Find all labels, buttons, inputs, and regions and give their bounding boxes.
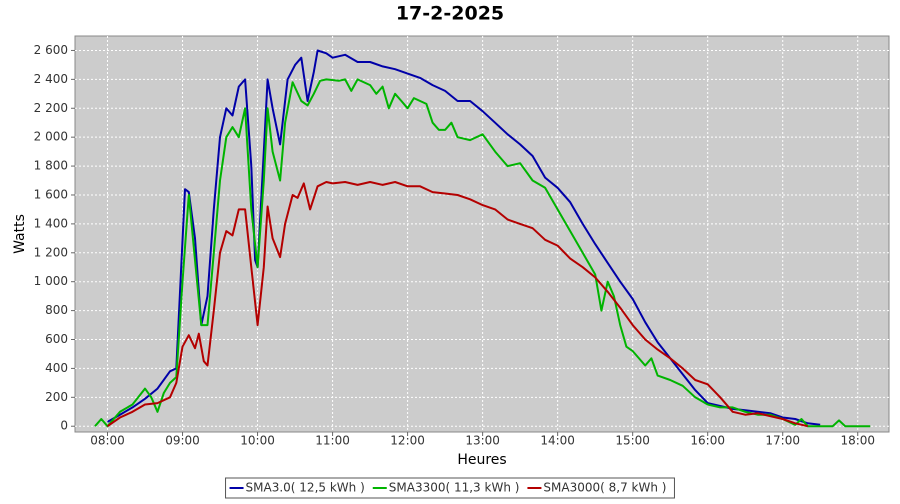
y-tick-label: 400 (45, 361, 68, 375)
legend-label: SMA3000( 8,7 kWh ) (543, 481, 666, 495)
series-line (106, 181, 808, 428)
y-tick-label: 2 000 (34, 130, 68, 144)
y-tick-label: 2 200 (34, 101, 68, 115)
y-tick-label: 200 (45, 390, 68, 404)
y-tick-label: 2 400 (34, 72, 68, 86)
x-tick-label: 13:00 (465, 434, 500, 448)
x-tick-label: 16:00 (690, 434, 725, 448)
x-tick-label: 17:00 (765, 434, 800, 448)
y-tick-label: 0 (60, 419, 68, 433)
x-tick-label: 10:00 (240, 434, 275, 448)
y-axis-label: Watts (12, 214, 28, 254)
x-tick-label: 15:00 (615, 434, 650, 448)
series-line (94, 78, 871, 428)
x-tick-label: 11:00 (315, 434, 350, 448)
x-axis-label: Heures (457, 452, 506, 468)
y-tick-label: 600 (45, 332, 68, 346)
legend-label: SMA3.0( 12,5 kWh ) (246, 481, 365, 495)
x-tick-label: 14:00 (540, 434, 575, 448)
y-tick-label: 1 800 (34, 159, 68, 173)
y-tick-label: 2 600 (34, 43, 68, 57)
y-tick-label: 800 (45, 303, 68, 317)
lines (94, 49, 871, 428)
y-tick-label: 1 400 (34, 216, 68, 230)
grid (75, 36, 889, 432)
y-tick-label: 1 600 (34, 187, 68, 201)
x-tick-label: 08:00 (90, 434, 125, 448)
chart-title: 17-2-2025 (396, 3, 504, 25)
legend (225, 477, 675, 499)
y-tick-label: 1 000 (34, 274, 68, 288)
legend-label: SMA3300( 11,3 kWh ) (389, 481, 520, 495)
plot-area (74, 35, 890, 433)
x-tick-label: 18:00 (840, 434, 875, 448)
y-tick-label: 1 200 (34, 245, 68, 259)
x-tick-label: 12:00 (390, 434, 425, 448)
x-tick-label: 09:00 (165, 434, 200, 448)
